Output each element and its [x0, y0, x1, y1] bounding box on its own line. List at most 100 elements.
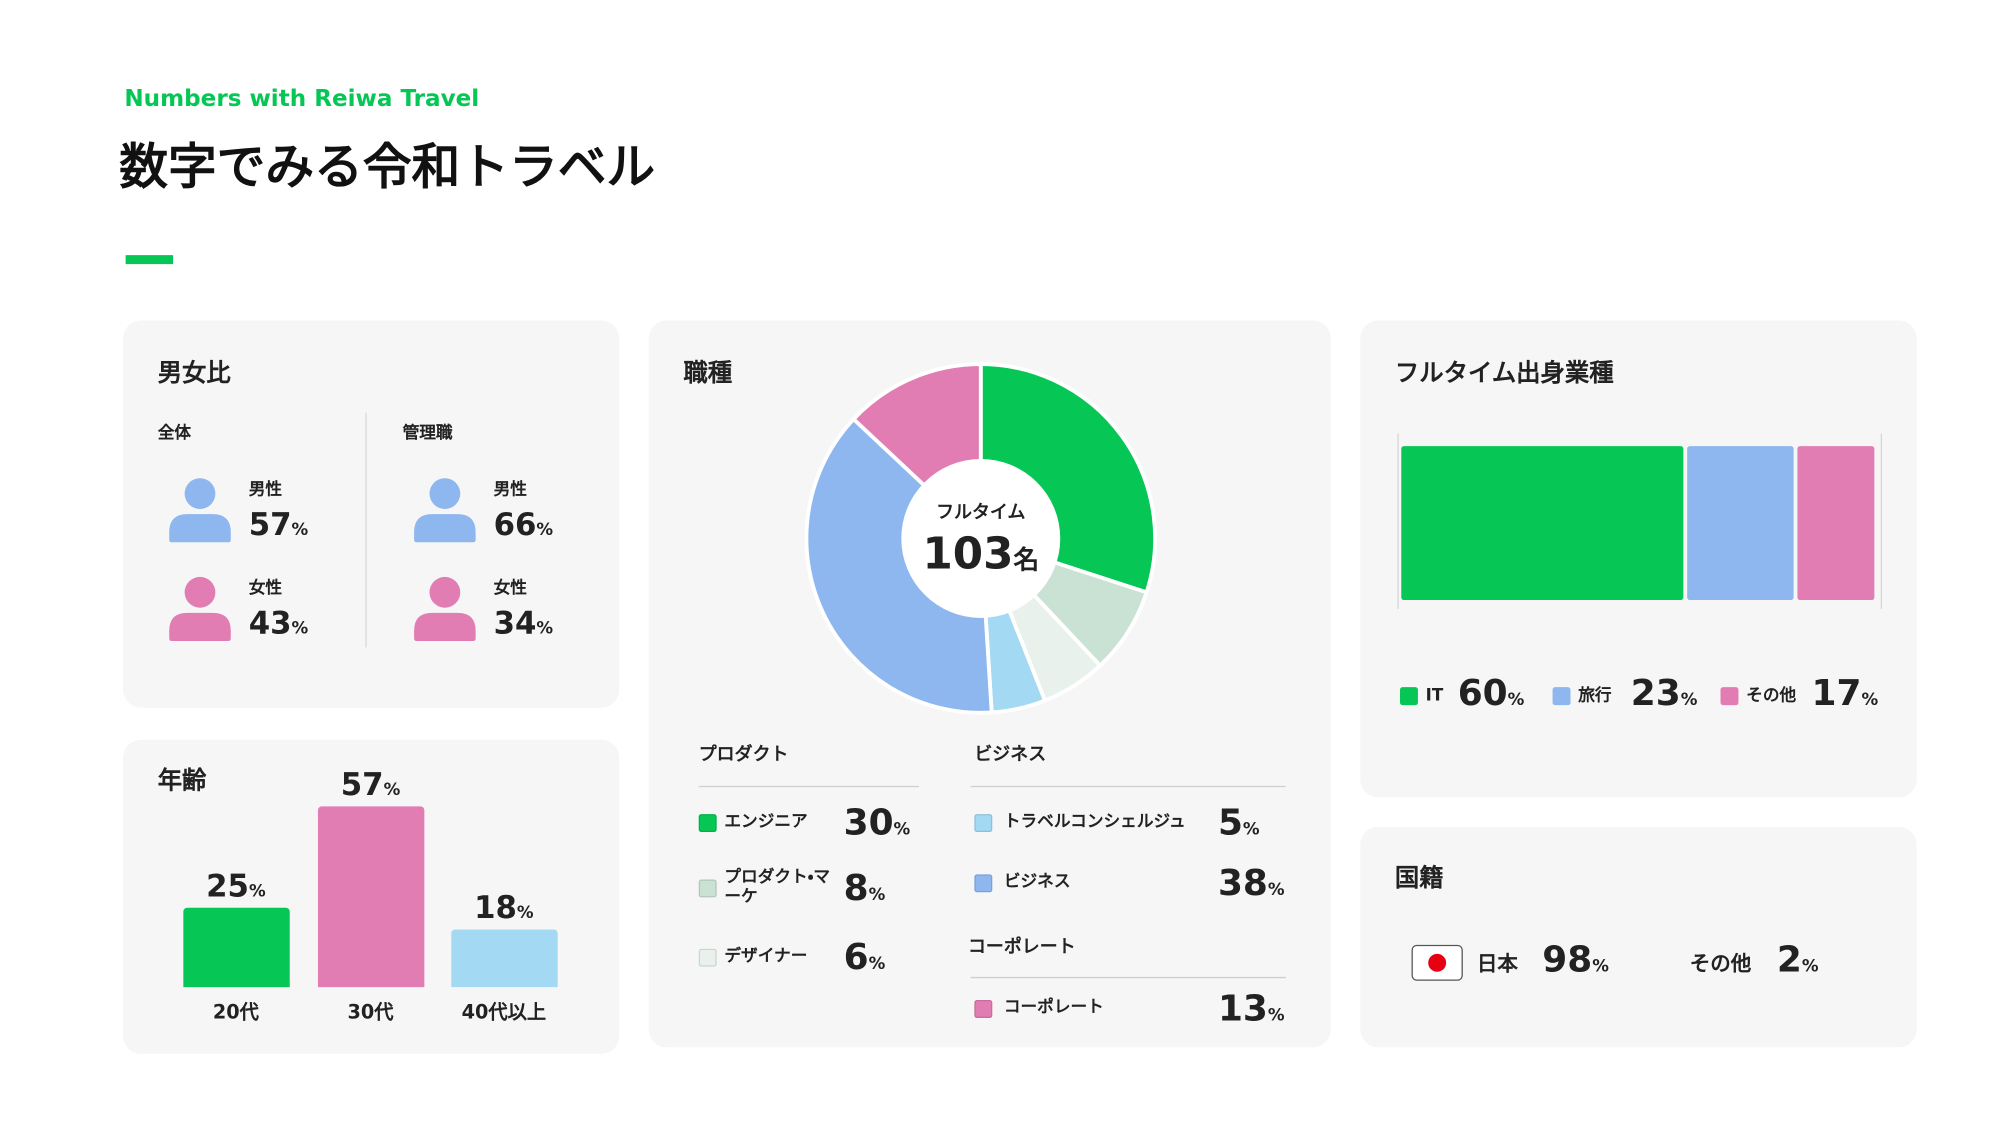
graphic: [804, 362, 1158, 715]
value-label: 23%: [1630, 671, 1698, 714]
value-label: 18%: [474, 891, 534, 927]
value-label: 43%: [248, 605, 309, 642]
person-body: [169, 612, 231, 642]
value: 60: [1457, 671, 1508, 714]
unit: %: [1267, 880, 1285, 900]
category-label: 男性: [248, 480, 283, 500]
bar: [451, 930, 558, 988]
legend-label: トラベルコンシェルジュ: [1003, 812, 1186, 832]
unit: %: [536, 619, 554, 639]
divider: [365, 412, 367, 648]
axis-line: [1880, 433, 1883, 609]
center-value: 103名: [922, 528, 1039, 581]
unit: %: [516, 904, 534, 924]
group-label: ビジネス: [974, 744, 1047, 766]
value: 103: [922, 528, 1014, 581]
category-label: 女性: [248, 578, 283, 599]
legend-label: デザイナー: [724, 946, 808, 967]
unit: %: [248, 882, 266, 902]
value: 2: [1776, 938, 1802, 981]
bar: [317, 806, 425, 988]
donut-slice: [804, 416, 994, 715]
nationality-panel: [1360, 826, 1917, 1048]
unit: %: [893, 820, 911, 840]
legend-label: 旅行: [1578, 686, 1612, 706]
legend-label: コーポレート: [1003, 998, 1104, 1018]
group-label: 全体: [157, 423, 192, 443]
legend-swatch: [698, 948, 717, 967]
legend-label: その他: [1746, 686, 1797, 706]
value: 43: [248, 605, 292, 642]
unit: %: [868, 955, 886, 975]
unit: %: [1801, 957, 1819, 977]
unit: %: [291, 520, 309, 541]
unit: %: [383, 781, 401, 801]
unit: %: [1507, 690, 1525, 711]
value: 5: [1217, 801, 1243, 844]
panel-title: 国籍: [1394, 864, 1444, 893]
value: 8: [843, 866, 869, 909]
graphic: [414, 576, 476, 642]
value-label: 66%: [493, 506, 554, 543]
value-label: 98%: [1542, 938, 1609, 981]
value-label: 34%: [493, 605, 554, 642]
person-body: [169, 514, 231, 543]
legend-label: IT: [1425, 686, 1444, 706]
value-label: 60%: [1457, 671, 1525, 714]
value: 25: [206, 868, 249, 905]
panel-title: 職種: [683, 359, 733, 388]
value-label: 6%: [844, 936, 886, 978]
value: 66: [493, 506, 537, 543]
value: 23: [1630, 671, 1681, 714]
unit: %: [1861, 690, 1879, 711]
person-head: [184, 478, 216, 509]
category-label: その他: [1689, 951, 1752, 976]
legend-swatch: [974, 999, 993, 1018]
legend-label: プロダクト・マーケ: [724, 868, 831, 907]
unit: %: [536, 520, 554, 541]
value: 57: [248, 506, 292, 543]
panel-title: フルタイム出身業種: [1394, 359, 1614, 388]
value-label: 57%: [340, 766, 401, 803]
bar: [183, 907, 290, 988]
panel-title: 男女比: [157, 359, 231, 388]
legend-swatch: [698, 814, 717, 833]
group-rule: [970, 976, 1286, 979]
bar-segment: [1797, 446, 1875, 600]
x-tick-label: 40代以上: [461, 1000, 547, 1024]
value-label: 25%: [206, 868, 266, 905]
graphic: [169, 478, 231, 543]
value: 38: [1217, 861, 1268, 904]
person-head: [429, 478, 461, 509]
center-label: フルタイム: [936, 502, 1026, 524]
category-label: 男性: [493, 480, 527, 500]
group-rule: [970, 785, 1286, 788]
legend-swatch: [974, 874, 993, 893]
value-label: 57%: [248, 506, 309, 543]
page-title: 数字でみる令和トラベル: [119, 138, 656, 196]
person-body: [414, 514, 476, 543]
unit: %: [1267, 1006, 1285, 1026]
group-label: 管理職: [402, 423, 453, 443]
value: 34: [493, 605, 537, 642]
unit: %: [291, 619, 309, 639]
legend-label: ビジネス: [1003, 872, 1071, 892]
legend-swatch: [974, 814, 993, 833]
person-body: [414, 612, 476, 642]
legend-label: エンジニア: [724, 812, 808, 832]
graphic: [414, 478, 476, 543]
bar-segment: [1687, 446, 1794, 600]
bar-segment: [1401, 446, 1684, 600]
value: 17: [1811, 671, 1862, 714]
group-rule: [698, 785, 920, 788]
value-label: 38%: [1217, 861, 1285, 904]
category-label: 女性: [493, 578, 527, 599]
value: 57: [340, 766, 384, 803]
person-head: [184, 576, 216, 608]
eyebrow: Numbers with Reiwa Travel: [124, 85, 480, 113]
value: 98: [1542, 938, 1593, 981]
value: 30: [843, 801, 894, 844]
person-head: [429, 576, 461, 608]
value: 13: [1217, 987, 1268, 1030]
